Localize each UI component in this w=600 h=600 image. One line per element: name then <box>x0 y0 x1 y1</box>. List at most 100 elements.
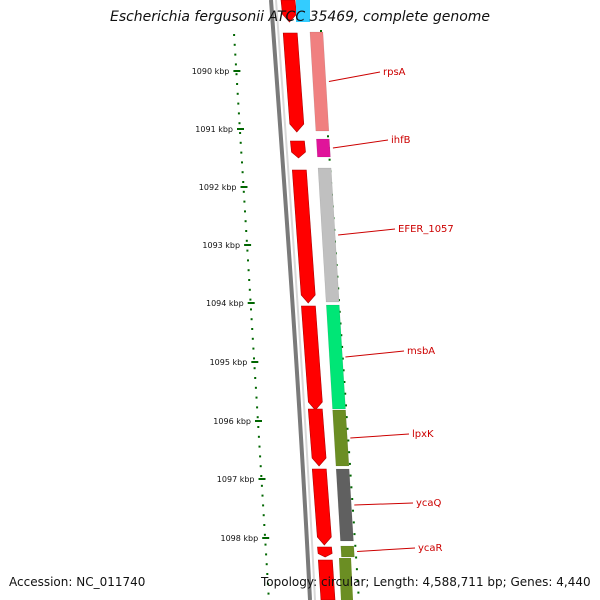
outer-tick <box>347 439 350 442</box>
cds-arrow <box>301 305 323 411</box>
gene-label-lpxK: lpxK <box>412 429 434 440</box>
gene-label-msbA: msbA <box>407 346 435 357</box>
minor-tick <box>247 259 249 262</box>
minor-tick <box>235 73 238 76</box>
minor-tick <box>260 484 263 487</box>
minor-tick <box>245 239 248 242</box>
tick-label: 1091 kbp <box>195 125 233 134</box>
gene-block-ycaQ <box>335 468 354 542</box>
tick-label: 1092 kbp <box>199 183 237 192</box>
minor-tick <box>260 475 263 477</box>
tick-label: 1098 kbp <box>220 534 258 543</box>
gene-label-ycaR: ycaR <box>418 543 443 554</box>
minor-tick <box>265 563 268 566</box>
backbone-line <box>269 0 312 600</box>
outer-tick <box>354 544 357 547</box>
outer-tick <box>352 509 354 512</box>
outer-tick <box>346 427 349 430</box>
minor-tick <box>256 416 259 419</box>
minor-tick <box>251 337 254 340</box>
gene-block-msbA <box>326 304 346 410</box>
cds-arrow <box>311 468 332 546</box>
cds-arrow <box>292 169 316 304</box>
backbone-shadow <box>275 0 316 600</box>
gene-block-EFER_1057 <box>317 167 340 303</box>
gene-label-layer: rpsA ihfB EFER_1057 msbA lpxK ycaQ ycaR <box>328 67 454 554</box>
minor-tick <box>257 435 260 438</box>
minor-tick <box>246 249 249 252</box>
minor-tick <box>233 43 236 46</box>
minor-tick <box>242 190 245 193</box>
major-tick <box>237 128 244 130</box>
minor-tick <box>263 524 266 526</box>
minor-tick <box>241 171 244 174</box>
minor-tick <box>251 328 254 330</box>
minor-tick <box>234 63 237 66</box>
outer-tick <box>320 30 322 32</box>
outer-tick <box>357 591 360 594</box>
outer-tick <box>352 521 355 524</box>
outer-tick <box>349 474 352 477</box>
gene-block-partial <box>296 0 310 22</box>
genome-summary-text: Topology: circular; Length: 4,588,711 bp… <box>261 575 591 589</box>
outer-tick <box>341 357 344 360</box>
outer-tick <box>348 462 351 465</box>
outer-tick <box>350 486 353 489</box>
minor-tick <box>248 279 251 281</box>
cds-arrow <box>318 559 336 600</box>
gene-block-ihfB <box>316 138 331 158</box>
minor-tick <box>241 161 243 164</box>
gene-leader-line <box>345 350 405 358</box>
cds-arrow <box>307 408 327 467</box>
tick-label: 1093 kbp <box>202 241 240 250</box>
minor-tick <box>254 386 257 389</box>
minor-tick <box>266 573 269 575</box>
map-title: Escherichia fergusonii ATCC 35469, compl… <box>109 9 491 25</box>
major-tick-marks: 1090 kbp 1091 kbp 1092 kbp 1093 kbp 1094 kbp… <box>192 67 270 543</box>
gene-leader-line <box>332 139 389 149</box>
minor-tick <box>237 102 240 105</box>
minor-tick <box>254 377 257 379</box>
minor-tick <box>262 514 265 517</box>
minor-tick <box>265 553 268 556</box>
minor-tick <box>236 92 239 95</box>
gene-block-partial <box>339 558 353 600</box>
major-tick <box>258 478 266 480</box>
tick-label: 1096 kbp <box>213 417 251 426</box>
outer-tick <box>344 392 347 395</box>
minor-tick <box>257 426 260 428</box>
gene-block-lpxK <box>332 409 350 467</box>
gene-feature-track <box>296 0 355 600</box>
minor-tick <box>258 445 261 448</box>
minor-tick <box>250 318 253 321</box>
minor-tick <box>237 112 240 115</box>
major-tick <box>240 186 248 188</box>
cds-arrow <box>282 32 305 133</box>
minor-tick <box>233 34 236 36</box>
minor-tick <box>238 122 241 125</box>
cds-arrow <box>280 0 297 23</box>
minor-tick <box>259 455 262 458</box>
outer-tick <box>340 334 343 337</box>
major-tick <box>251 361 259 363</box>
gene-leader-line <box>338 228 396 236</box>
minor-tick <box>259 465 262 468</box>
major-tick <box>233 70 241 72</box>
minor-tick <box>248 288 251 291</box>
outer-tick <box>353 533 356 536</box>
gene-leader-line <box>328 71 381 82</box>
minor-tick <box>234 53 237 56</box>
outer-tick <box>342 369 345 372</box>
minor-tick <box>253 367 256 370</box>
gene-label-ihfB: ihfB <box>391 135 411 146</box>
minor-tick <box>242 181 245 183</box>
tick-label: 1097 kbp <box>217 475 255 484</box>
minor-tick <box>253 357 255 360</box>
minor-tick <box>250 308 252 311</box>
minor-tick <box>236 83 239 85</box>
outer-tick <box>339 322 342 325</box>
minor-tick <box>244 210 246 213</box>
minor-tick <box>243 200 246 203</box>
minor-tick <box>245 230 248 232</box>
